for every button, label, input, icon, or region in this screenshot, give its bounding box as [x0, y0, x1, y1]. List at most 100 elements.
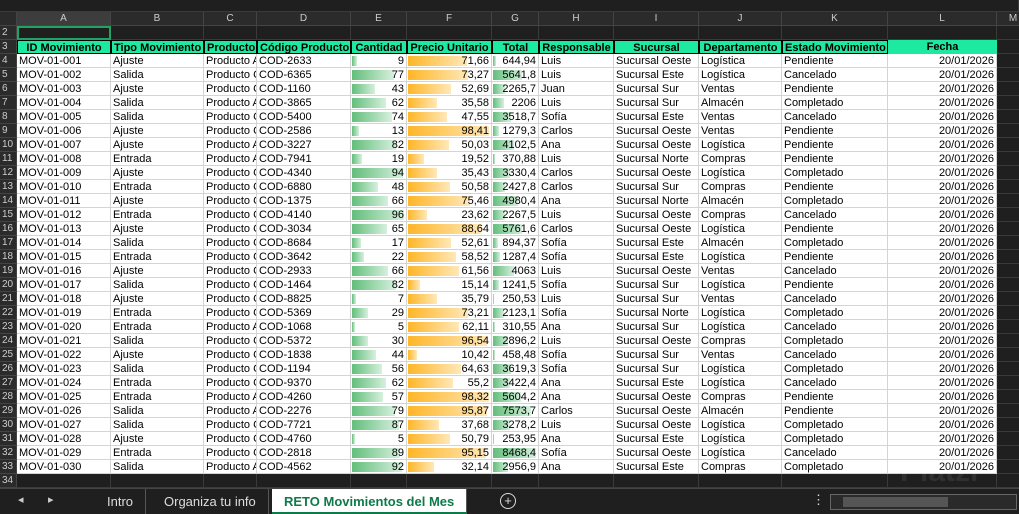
cell-text: COD-3034: [259, 223, 312, 235]
cell: MOV-01-016: [17, 264, 111, 278]
cell-text: Ajuste: [113, 125, 144, 137]
cell-text: Entrada: [113, 307, 152, 319]
cell: 3619,3: [492, 362, 539, 376]
cell: Sucursal Oeste: [614, 54, 699, 68]
cell: Producto C: [204, 264, 257, 278]
cell-text: 66: [391, 265, 404, 277]
scroll-thumb[interactable]: [843, 497, 948, 507]
empty-cell: [997, 68, 1019, 82]
cell-text: 43: [391, 83, 404, 95]
sheet-tab[interactable]: Organiza tu info: [152, 489, 269, 514]
row-header: 30: [0, 418, 17, 432]
cell-text: Sofía: [541, 279, 567, 291]
cell-text: 5: [397, 433, 404, 445]
cell: Sucursal Oeste: [614, 446, 699, 460]
cell-text: MOV-01-003: [19, 83, 82, 95]
cell: Sucursal Oeste: [614, 390, 699, 404]
cell-text: MOV-01-027: [19, 419, 82, 431]
cell: Cancelado: [782, 208, 888, 222]
cell-text: 370,88: [502, 153, 536, 165]
row-header: 33: [0, 460, 17, 474]
sheet-tab[interactable]: Intro: [95, 489, 147, 514]
cell: 37,68: [407, 418, 492, 432]
next-sheet[interactable]: ▸: [48, 494, 54, 506]
cell: 4102,5: [492, 138, 539, 152]
cell-text: 52,69: [461, 83, 489, 95]
cell: 55,2: [407, 376, 492, 390]
cell: 20/01/2026: [888, 390, 997, 404]
prev-sheet[interactable]: ◂: [18, 494, 24, 506]
cell: Ana: [539, 320, 614, 334]
more[interactable]: ⋮: [812, 492, 825, 507]
cell: Luis: [539, 152, 614, 166]
cell-text: COD-1464: [259, 279, 312, 291]
cell: 50,03: [407, 138, 492, 152]
cell: Producto A: [204, 96, 257, 110]
cell-text: COD-1375: [259, 195, 312, 207]
cell: COD-9370: [257, 376, 351, 390]
column-header: M: [997, 12, 1019, 26]
cell-text: Producto C: [206, 419, 257, 431]
cell: COD-3642: [257, 250, 351, 264]
cell: 20/01/2026: [888, 152, 997, 166]
cell-text: MOV-01-026: [19, 405, 82, 417]
cell: MOV-01-006: [17, 124, 111, 138]
cell-text: Producto A: [206, 139, 257, 151]
cell-text: MOV-01-010: [19, 181, 82, 193]
row-header: 28: [0, 390, 17, 404]
cell: 9: [351, 54, 407, 68]
empty-cell: [257, 26, 351, 40]
cell-text: 894,37: [502, 237, 536, 249]
cell: COD-5400: [257, 110, 351, 124]
cell: 77: [351, 68, 407, 82]
cell: Salida: [111, 96, 204, 110]
cell-text: Producto A: [206, 55, 257, 67]
cell: COD-5369: [257, 306, 351, 320]
cell: Cancelado: [782, 376, 888, 390]
data-bar: [408, 406, 487, 416]
add-sheet[interactable]: +: [500, 493, 516, 509]
cell: 3518,7: [492, 110, 539, 124]
cell: 20/01/2026: [888, 362, 997, 376]
row-header: 15: [0, 208, 17, 222]
cell: 5: [351, 320, 407, 334]
cell-text: Salida: [113, 419, 144, 431]
corner: [0, 12, 17, 26]
cell-text: MOV-01-015: [19, 251, 82, 263]
cell-text: Producto C: [206, 181, 257, 193]
cell-text: 19: [391, 153, 404, 165]
cell-text: Sofía: [541, 251, 567, 263]
empty-cell: [997, 404, 1019, 418]
cell-text: Producto C: [206, 195, 257, 207]
cell-text: 20/01/2026: [938, 391, 994, 403]
empty-cell: [407, 26, 492, 40]
data-bar: [493, 56, 497, 66]
data-bar: [352, 406, 395, 416]
cell-text: 87: [391, 419, 404, 431]
cell-text: Ana: [541, 195, 561, 207]
cell: Pendiente: [782, 152, 888, 166]
sheet-tab[interactable]: RETO Movimientos del Mes: [272, 489, 468, 514]
row-header: 31: [0, 432, 17, 446]
cell-text: 48: [391, 181, 404, 193]
cell: Completado: [782, 334, 888, 348]
cell: COD-4140: [257, 208, 351, 222]
cell: Salida: [111, 404, 204, 418]
cell: Sucursal Oeste: [614, 334, 699, 348]
cell-text: Logística: [701, 251, 746, 263]
data-bar: [408, 140, 450, 150]
cell: 20/01/2026: [888, 138, 997, 152]
cell-text: MOV-01-008: [19, 153, 82, 165]
cell: MOV-01-028: [17, 432, 111, 446]
column-header: G: [492, 12, 539, 26]
cell-text: Logística: [701, 377, 746, 389]
cell: 20/01/2026: [888, 180, 997, 194]
cell-text: COD-2276: [259, 405, 312, 417]
h-scrollbar[interactable]: [830, 494, 1017, 510]
cell: 89: [351, 446, 407, 460]
empty-cell: [614, 26, 699, 40]
cell: 2123,1: [492, 306, 539, 320]
cell-text: Salida: [113, 97, 144, 109]
cell: Producto C: [204, 362, 257, 376]
cell: Sucursal Oeste: [614, 124, 699, 138]
